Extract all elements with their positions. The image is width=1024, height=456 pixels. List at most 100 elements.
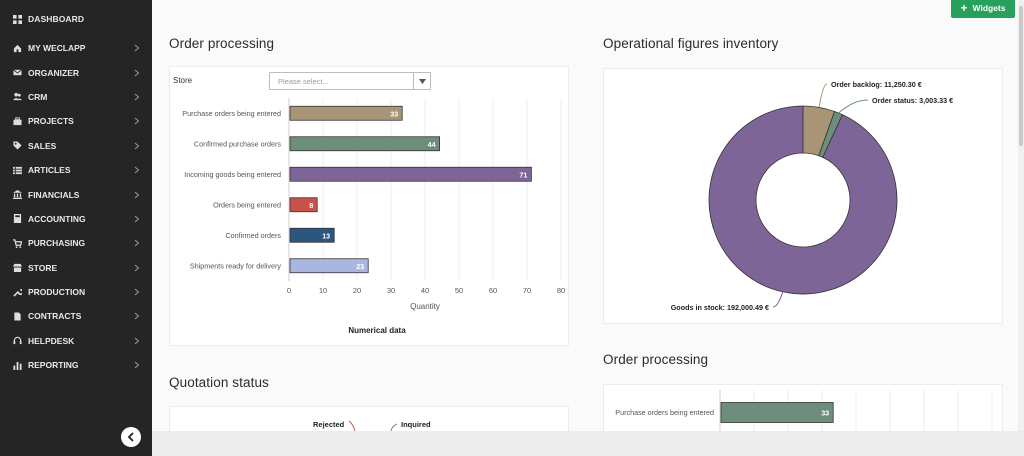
sidebar-item-store[interactable]: STORE: [0, 256, 152, 280]
scrollbar-track[interactable]: [1018, 0, 1024, 431]
order-processing-chart: 0 10 20 30 40 50 60 70 80 Purchase orders being e…: [182, 98, 565, 335]
x-tick-label: 80: [557, 286, 565, 295]
cart-icon: [13, 239, 22, 248]
wrench-icon: [13, 288, 22, 297]
x-axis-label: Quantity: [410, 302, 440, 311]
chevron-down-icon[interactable]: [413, 73, 430, 89]
sidebar-item-projects[interactable]: PROJECTS: [0, 109, 152, 133]
y-tick-label: Purchase orders being entered: [615, 408, 714, 417]
x-tick-label: 40: [421, 286, 429, 295]
collapse-sidebar-button[interactable]: [121, 427, 141, 447]
slice-label: Goods in stock: 192,000.49 €: [671, 303, 769, 312]
sidebar-item-label: ORGANIZER: [28, 67, 79, 78]
y-tick-label: Incoming goods being entered: [184, 170, 281, 179]
bank-icon: [13, 190, 22, 200]
bottom-bar: [152, 431, 1024, 456]
donut-slice: [708, 105, 898, 295]
slice-label: Order status: 3,003.33 €: [872, 96, 953, 105]
y-tick-label: Purchase orders being entered: [182, 109, 281, 118]
legend-rejected: Rejected: [313, 420, 345, 429]
sidebar-item-sales[interactable]: SALES: [0, 134, 152, 158]
sidebar-menu: MY WECLAPP ORGANIZER CRM PROJECTS SALES ARTIC…: [0, 36, 152, 377]
headset-icon: [13, 337, 22, 345]
list-icon: [13, 166, 22, 174]
quotation-status-title: Quotation status: [169, 375, 269, 390]
bar-value-label: 44: [428, 140, 436, 149]
bar: [289, 197, 318, 213]
sidebar-item-financials[interactable]: FINANCIALS: [0, 182, 152, 206]
sidebar-item-label: DASHBOARD: [28, 14, 85, 24]
sidebar-item-organizer[interactable]: ORGANIZER: [0, 60, 152, 84]
bar-value-label: 33: [390, 109, 398, 118]
scrollbar-thumb[interactable]: [1019, 6, 1023, 146]
sidebar-item-label: PURCHASING: [28, 238, 86, 249]
bar-value-label: 71: [519, 170, 527, 179]
sidebar-item-reporting[interactable]: REPORTING: [0, 353, 152, 377]
widgets-label: Widgets: [972, 3, 1006, 13]
home-icon: [13, 44, 22, 52]
document-icon: [14, 312, 21, 321]
sidebar-item-label: HELPDESK: [28, 335, 75, 346]
slice-leader-line: [818, 83, 828, 108]
sidebar-item-dashboard[interactable]: DASHBOARD: [0, 8, 152, 30]
sidebar-item-label: STORE: [28, 262, 58, 273]
envelope-icon: [13, 69, 22, 76]
plus-icon: +: [960, 1, 968, 15]
sidebar-item-label: ACCOUNTING: [28, 213, 86, 224]
chevron-right-icon: [134, 288, 140, 296]
sidebar-item-purchasing[interactable]: PURCHASING: [0, 231, 152, 255]
sidebar-item-helpdesk[interactable]: HELPDESK: [0, 329, 152, 353]
slice-leader-line: [772, 291, 784, 308]
chevron-right-icon: [134, 264, 140, 272]
store-select[interactable]: Please select...: [269, 72, 431, 90]
order-processing-title: Order processing: [169, 36, 275, 51]
bar-value-label: 13: [322, 231, 330, 240]
sidebar-item-contracts[interactable]: CONTRACTS: [0, 304, 152, 328]
chevron-right-icon: [134, 337, 140, 345]
inquired-leader-line: [390, 423, 398, 431]
users-icon: [13, 93, 22, 101]
chevron-right-icon: [134, 166, 140, 174]
chevron-right-icon: [134, 44, 140, 52]
x-tick-label: 70: [523, 286, 531, 295]
x-tick-label: 50: [455, 286, 463, 295]
sidebar-item-label: CRM: [28, 91, 48, 102]
sidebar-item-crm[interactable]: CRM: [0, 85, 152, 109]
y-tick-label: Orders being entered: [213, 200, 281, 209]
x-tick-label: 30: [387, 286, 395, 295]
add-widgets-button[interactable]: + Widgets: [951, 0, 1015, 18]
store-label: Store: [173, 76, 193, 85]
slice-label: Order backlog: 11,250.30 €: [831, 80, 922, 89]
chevron-right-icon: [134, 117, 140, 125]
sidebar-item-accounting[interactable]: ACCOUNTING: [0, 207, 152, 231]
sidebar-item-production[interactable]: PRODUCTION: [0, 280, 152, 304]
x-tick-label: 0: [287, 286, 291, 295]
inventory-donut-chart: Order backlog: 11,250.30 € Order status: …: [671, 80, 953, 312]
sidebar-item-label: ARTICLES: [28, 165, 71, 176]
chevron-right-icon: [134, 142, 140, 150]
order-processing-2-title: Order processing: [603, 352, 709, 367]
chevron-right-icon: [134, 69, 140, 76]
chevron-right-icon: [134, 215, 140, 223]
tag-icon: [13, 141, 22, 150]
sidebar-item-articles[interactable]: ARTICLES: [0, 158, 152, 182]
chevron-right-icon: [134, 239, 140, 247]
x-tick-label: 10: [319, 286, 327, 295]
store-select-placeholder: Please select...: [278, 77, 329, 86]
briefcase-icon: [13, 117, 22, 125]
sidebar: DASHBOARD MY WECLAPP ORGANIZER CRM PROJECTS…: [0, 0, 152, 456]
sidebar-item-label: FINANCIALS: [28, 189, 80, 200]
grid-icon: [13, 14, 22, 24]
sidebar-item-label: PRODUCTION: [28, 287, 86, 298]
chevron-right-icon: [134, 313, 140, 320]
bar-chart-icon: [13, 361, 22, 370]
y-tick-label: Confirmed purchase orders: [194, 139, 281, 148]
y-tick-label: Shipments ready for delivery: [190, 261, 281, 270]
store-icon: [13, 264, 22, 273]
y-tick-label: Confirmed orders: [225, 231, 281, 240]
bar: [289, 258, 369, 274]
x-tick-label: 60: [489, 286, 497, 295]
bar: [289, 136, 441, 152]
sidebar-item-my-weclapp[interactable]: MY WECLAPP: [0, 36, 152, 60]
